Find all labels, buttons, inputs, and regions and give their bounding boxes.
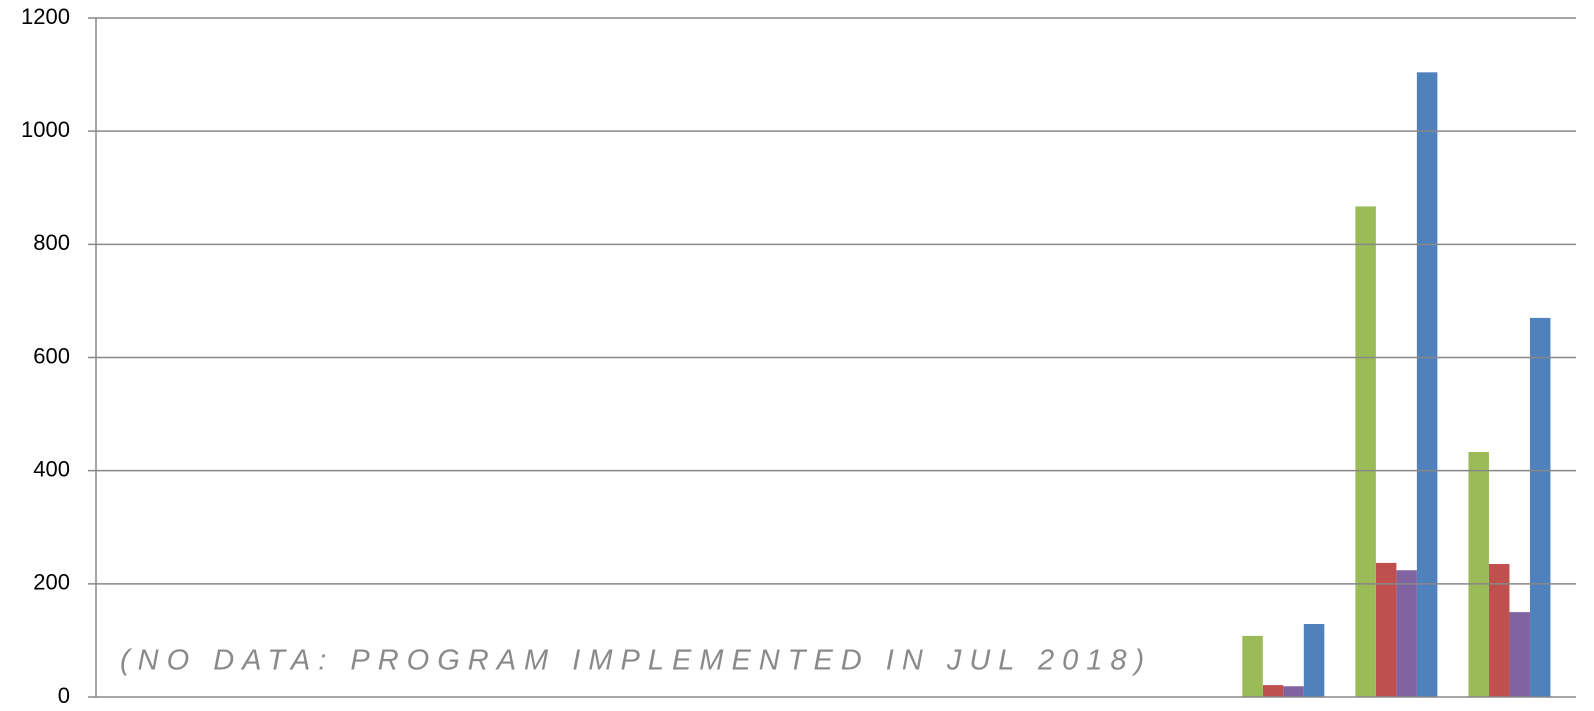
bar [1262,685,1284,697]
y-tick-label: 800 [33,230,70,255]
bar [1283,686,1304,697]
annotation: (NO DATA: PROGRAM IMPLEMENTED IN JUL 201… [120,645,1152,677]
bar [1509,612,1530,697]
bar [1468,451,1489,697]
y-tick-label: 1200 [21,4,70,29]
bar [1488,564,1510,697]
bar [1529,317,1551,697]
y-tick-label: 200 [33,570,70,595]
bar [1242,635,1263,697]
y-tick-label: 1000 [21,117,70,142]
y-tick-label: 400 [33,456,70,481]
bar [1396,570,1417,697]
y-tick-label: 600 [33,343,70,368]
bar [1416,72,1438,697]
y-tick-label: 0 [58,683,70,708]
bar [1355,206,1376,698]
bar [1303,624,1325,697]
bar [1375,562,1397,697]
